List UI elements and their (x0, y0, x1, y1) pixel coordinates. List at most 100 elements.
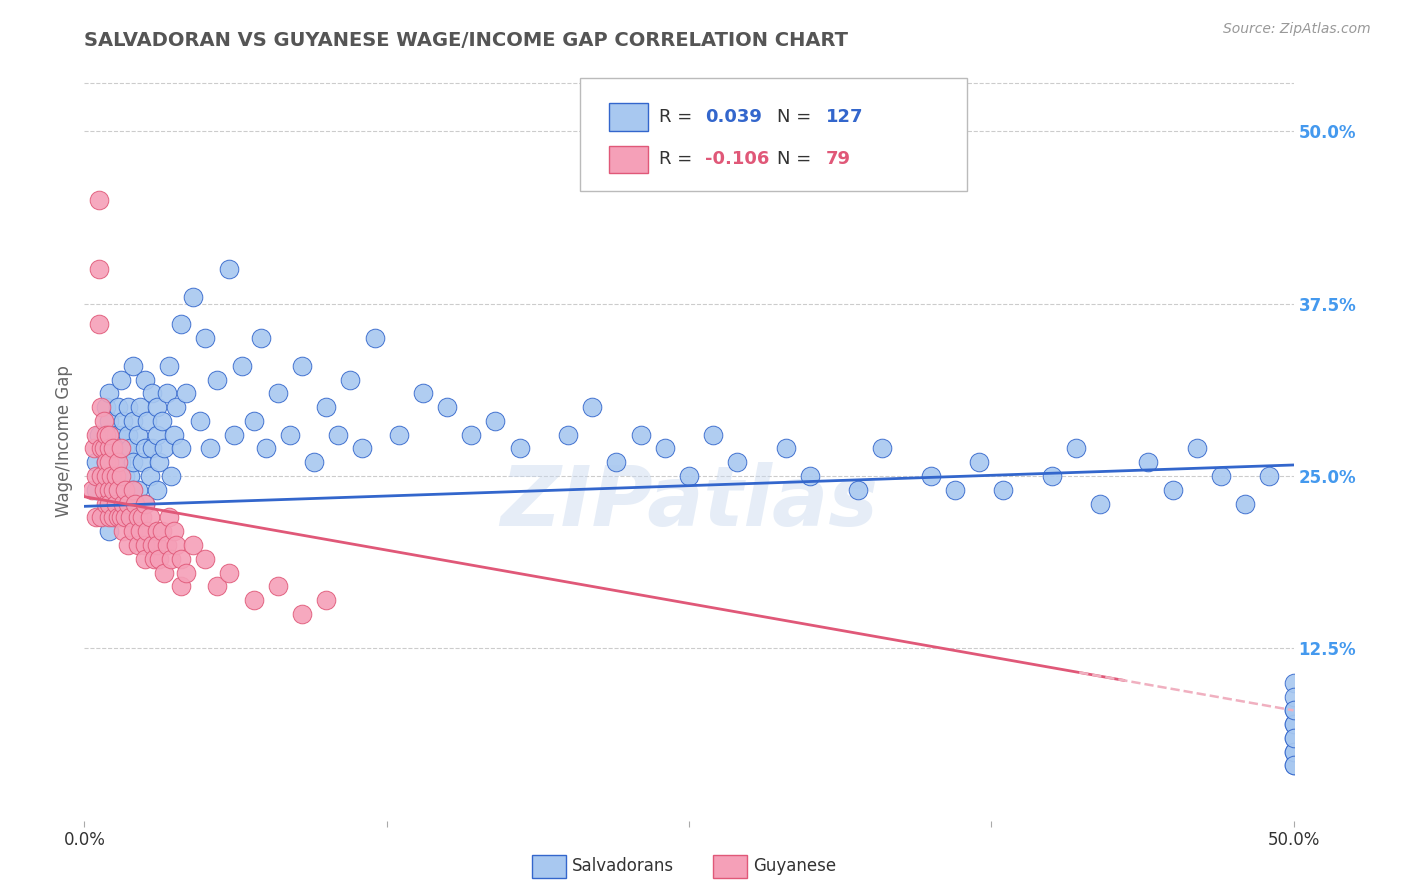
Point (146, 400, 169, 414)
Point (846, 483, 869, 497)
Point (134, 442, 156, 456)
Point (112, 524, 135, 538)
Point (107, 442, 129, 456)
Point (153, 442, 176, 456)
Point (110, 372, 132, 386)
Point (1282, 703, 1305, 717)
FancyBboxPatch shape (609, 103, 648, 130)
Point (97, 455, 120, 469)
Point (112, 497, 135, 511)
Point (104, 469, 127, 483)
Point (1282, 717, 1305, 731)
Point (120, 510, 142, 524)
Point (127, 538, 149, 552)
Point (190, 414, 212, 428)
Text: SALVADORAN VS GUYANESE WAGE/INCOME GAP CORRELATION CHART: SALVADORAN VS GUYANESE WAGE/INCOME GAP C… (84, 30, 848, 50)
Point (114, 510, 136, 524)
Point (94, 469, 117, 483)
Point (207, 579, 229, 593)
Point (157, 359, 180, 373)
Point (1282, 675, 1305, 690)
Y-axis label: Wage/Income Gap: Wage/Income Gap (55, 366, 73, 517)
Point (86, 427, 108, 442)
Point (1064, 442, 1087, 456)
Point (157, 510, 180, 524)
Point (148, 455, 170, 469)
Point (194, 331, 217, 345)
Point (315, 400, 337, 414)
Point (146, 483, 169, 497)
Point (775, 442, 797, 456)
Point (93, 483, 115, 497)
Point (630, 427, 652, 442)
Point (141, 538, 163, 552)
Point (1282, 745, 1305, 759)
Point (291, 607, 314, 621)
Point (114, 442, 136, 456)
Point (90, 469, 112, 483)
Point (93, 510, 115, 524)
Point (110, 427, 132, 442)
Point (107, 510, 129, 524)
Point (1209, 469, 1232, 483)
Point (1088, 497, 1111, 511)
Point (104, 497, 127, 511)
Point (339, 372, 361, 386)
Point (97, 510, 120, 524)
Point (484, 414, 506, 428)
Point (117, 510, 139, 524)
Point (231, 359, 253, 373)
Point (207, 372, 229, 386)
Point (1282, 745, 1305, 759)
Point (103, 483, 125, 497)
Point (110, 442, 132, 456)
Point (86, 469, 108, 483)
Point (104, 427, 127, 442)
Point (90, 400, 112, 414)
Point (165, 538, 187, 552)
Point (557, 427, 579, 442)
Point (136, 524, 159, 538)
Point (967, 455, 990, 469)
Point (90, 442, 112, 456)
Point (127, 510, 149, 524)
Point (121, 483, 143, 497)
FancyBboxPatch shape (609, 145, 648, 173)
FancyBboxPatch shape (713, 855, 747, 878)
Point (224, 427, 246, 442)
Point (86, 483, 108, 497)
Point (114, 469, 136, 483)
Point (110, 455, 132, 469)
Point (136, 414, 159, 428)
Point (97, 442, 120, 456)
Point (436, 400, 458, 414)
Point (97, 497, 120, 511)
Point (107, 483, 129, 497)
Point (388, 427, 411, 442)
Point (170, 318, 193, 332)
Point (509, 442, 531, 456)
Point (412, 386, 434, 401)
FancyBboxPatch shape (581, 78, 967, 191)
Point (352, 442, 374, 456)
Point (1282, 731, 1305, 745)
Point (94, 455, 117, 469)
Point (112, 414, 135, 428)
Point (267, 386, 290, 401)
Point (155, 386, 177, 401)
Point (127, 483, 149, 497)
Text: Salvadorans: Salvadorans (572, 857, 673, 875)
Point (1282, 758, 1305, 772)
Point (97, 483, 120, 497)
Point (1282, 717, 1305, 731)
Point (112, 497, 135, 511)
Point (141, 386, 163, 401)
Text: 0.039: 0.039 (704, 108, 762, 126)
Point (799, 469, 821, 483)
Point (170, 551, 193, 566)
Point (97, 414, 120, 428)
Text: R =: R = (659, 151, 697, 169)
Point (725, 455, 748, 469)
Point (117, 400, 139, 414)
Point (138, 510, 160, 524)
